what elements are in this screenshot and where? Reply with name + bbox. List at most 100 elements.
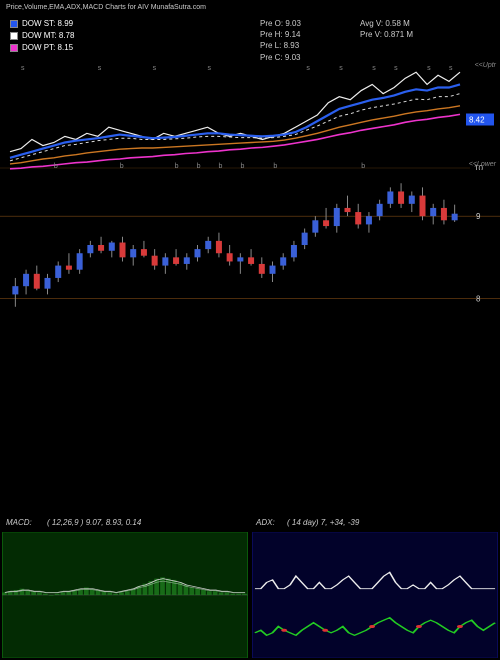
macd-bar bbox=[119, 592, 124, 595]
macd-bar bbox=[107, 592, 112, 595]
macd-bar bbox=[125, 591, 130, 595]
candle bbox=[323, 220, 329, 226]
candlestick-panel: 98 bbox=[0, 175, 500, 315]
candle bbox=[120, 243, 126, 258]
candle bbox=[387, 191, 393, 203]
ohlc-stats: Pre O: 9.03Pre H: 9.14Pre L: 8.93Pre C: … bbox=[260, 18, 301, 63]
candle bbox=[12, 286, 18, 294]
ema-white-dash bbox=[10, 94, 460, 161]
candle bbox=[366, 216, 372, 224]
svg-text:9: 9 bbox=[476, 212, 481, 221]
macd-bar bbox=[113, 594, 118, 595]
sell-mark: s bbox=[21, 65, 25, 72]
price-ema-panel: 108.42ssssssssssbbbbbbbb <<Uptr <<Lower bbox=[0, 60, 500, 170]
candle bbox=[55, 266, 61, 278]
buy-mark: b bbox=[361, 163, 365, 170]
uptrend-tag: <<Uptr bbox=[475, 62, 496, 69]
candle bbox=[345, 208, 351, 212]
svg-text:8: 8 bbox=[476, 295, 481, 304]
svg-text:8.42: 8.42 bbox=[469, 116, 485, 125]
macd-bar bbox=[55, 594, 60, 595]
stat-row: Pre O: 9.03 bbox=[260, 18, 301, 29]
macd-bar bbox=[61, 592, 66, 595]
candle bbox=[152, 256, 158, 266]
stat-row: Pre H: 9.14 bbox=[260, 29, 301, 40]
macd-bar bbox=[189, 587, 194, 595]
macd-bar bbox=[236, 594, 241, 595]
candle bbox=[205, 241, 211, 249]
sell-mark: s bbox=[153, 65, 157, 72]
candle bbox=[66, 266, 72, 270]
buy-mark: b bbox=[175, 163, 179, 170]
candle bbox=[312, 220, 318, 232]
candle bbox=[184, 257, 190, 264]
candle bbox=[77, 253, 83, 269]
candle bbox=[409, 196, 415, 204]
candle bbox=[195, 249, 201, 257]
candle bbox=[398, 191, 404, 203]
legend-item: DOW ST: 8.99 bbox=[10, 18, 74, 30]
stat-row: Pre L: 8.93 bbox=[260, 40, 301, 51]
indicator-row: MACD: ( 12,26,9 ) 9.07, 8.93, 0.14 ADX: … bbox=[0, 530, 500, 660]
candle bbox=[162, 257, 168, 265]
adx-signal bbox=[416, 625, 422, 628]
macd-bar bbox=[172, 580, 177, 595]
candle bbox=[248, 257, 254, 264]
candle bbox=[452, 214, 458, 221]
candle bbox=[173, 257, 179, 264]
macd-bar bbox=[207, 591, 212, 595]
buy-mark: b bbox=[219, 163, 223, 170]
sell-mark: s bbox=[372, 65, 376, 72]
adx-signal bbox=[322, 629, 328, 632]
volume-stats: Avg V: 0.58 MPre V: 0.871 M bbox=[360, 18, 413, 40]
candle bbox=[216, 241, 222, 253]
macd-bar bbox=[166, 579, 171, 595]
candle bbox=[227, 253, 233, 261]
candle bbox=[420, 196, 426, 217]
candle bbox=[237, 257, 243, 261]
candle bbox=[34, 274, 40, 289]
ema-blue bbox=[10, 84, 460, 157]
candle bbox=[377, 204, 383, 216]
macd-bar bbox=[43, 594, 48, 595]
candle bbox=[98, 245, 104, 251]
macd-bar bbox=[37, 592, 42, 595]
candle bbox=[302, 233, 308, 245]
sell-mark: s bbox=[427, 65, 431, 72]
sell-mark: s bbox=[339, 65, 343, 72]
sell-mark: s bbox=[208, 65, 212, 72]
candle bbox=[109, 243, 115, 251]
candle bbox=[259, 264, 265, 274]
adx-signal bbox=[281, 629, 287, 632]
macd-bar bbox=[160, 577, 165, 595]
candle bbox=[45, 278, 51, 289]
sell-mark: s bbox=[306, 65, 310, 72]
adx-signal bbox=[369, 625, 375, 628]
macd-bar bbox=[225, 592, 230, 595]
macd-bar bbox=[213, 591, 218, 595]
lower-tag: <<Lower bbox=[469, 161, 496, 168]
legend: DOW ST: 8.99DOW MT: 8.78DOW PT: 8.15 bbox=[10, 18, 74, 54]
macd-bar bbox=[195, 589, 200, 595]
page-title: Price,Volume,EMA,ADX,MACD Charts for AIV… bbox=[6, 4, 206, 11]
macd-meta: ( 12,26,9 ) 9.07, 8.93, 0.14 bbox=[47, 518, 141, 527]
adx-meta: ( 14 day) 7, +34, -39 bbox=[287, 518, 359, 527]
buy-mark: b bbox=[197, 163, 201, 170]
candle bbox=[291, 245, 297, 257]
adx-signal bbox=[457, 625, 463, 628]
candle bbox=[23, 274, 29, 286]
candle bbox=[334, 208, 340, 226]
macd-panel: MACD: ( 12,26,9 ) 9.07, 8.93, 0.14 bbox=[2, 532, 248, 658]
adx-panel: ADX: ( 14 day) 7, +34, -39 bbox=[252, 532, 498, 658]
candle bbox=[130, 249, 136, 257]
candle bbox=[430, 208, 436, 216]
buy-mark: b bbox=[240, 163, 244, 170]
macd-bar bbox=[230, 594, 235, 595]
sell-mark: s bbox=[394, 65, 398, 72]
buy-mark: b bbox=[273, 163, 277, 170]
candle bbox=[441, 208, 447, 220]
macd-bar bbox=[242, 594, 247, 595]
buy-mark: b bbox=[120, 163, 124, 170]
macd-title: MACD: bbox=[6, 518, 32, 527]
legend-item: DOW PT: 8.15 bbox=[10, 42, 74, 54]
